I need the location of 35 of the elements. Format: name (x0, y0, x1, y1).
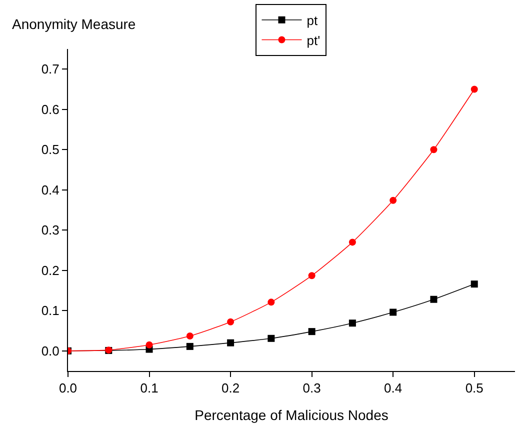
point (430, 146, 438, 154)
x-tick-label: 0.5 (465, 380, 484, 396)
legend-label: pt (306, 12, 318, 28)
point (470, 280, 478, 288)
point (227, 339, 234, 346)
point (390, 196, 397, 204)
point (186, 332, 194, 340)
point (186, 342, 194, 350)
point (308, 328, 316, 336)
point (390, 308, 397, 316)
y-tick-label: 0.5 (41, 142, 60, 158)
legend-label: pt' (306, 32, 320, 48)
point (430, 296, 438, 303)
x-tick-label: 0.3 (302, 380, 321, 396)
point (348, 238, 356, 246)
point (348, 320, 356, 327)
y-tick-label: 0.1 (41, 303, 60, 318)
point (268, 298, 275, 306)
x-tick-label: 0.0 (58, 380, 78, 396)
y-tick-label: 0.0 (41, 343, 60, 358)
y-tick-label: 0.3 (41, 222, 60, 238)
y-tick-label: 0.2 (41, 262, 60, 278)
x-tick-label: 0.2 (222, 380, 240, 396)
y-tick-label: 0.7 (41, 62, 60, 77)
point (227, 318, 234, 326)
point (308, 272, 316, 280)
y-axis-title: Anonymity Measure (12, 16, 136, 32)
y-tick-label: 0.6 (41, 102, 60, 117)
y-tick-label: 0.4 (41, 182, 60, 198)
x-tick-label: 0.1 (140, 380, 158, 396)
point (470, 86, 478, 93)
point (268, 334, 275, 342)
x-tick-label: 0.4 (384, 380, 402, 396)
x-axis-title: Percentage of Malicious Nodes (194, 406, 388, 423)
point (146, 341, 153, 348)
